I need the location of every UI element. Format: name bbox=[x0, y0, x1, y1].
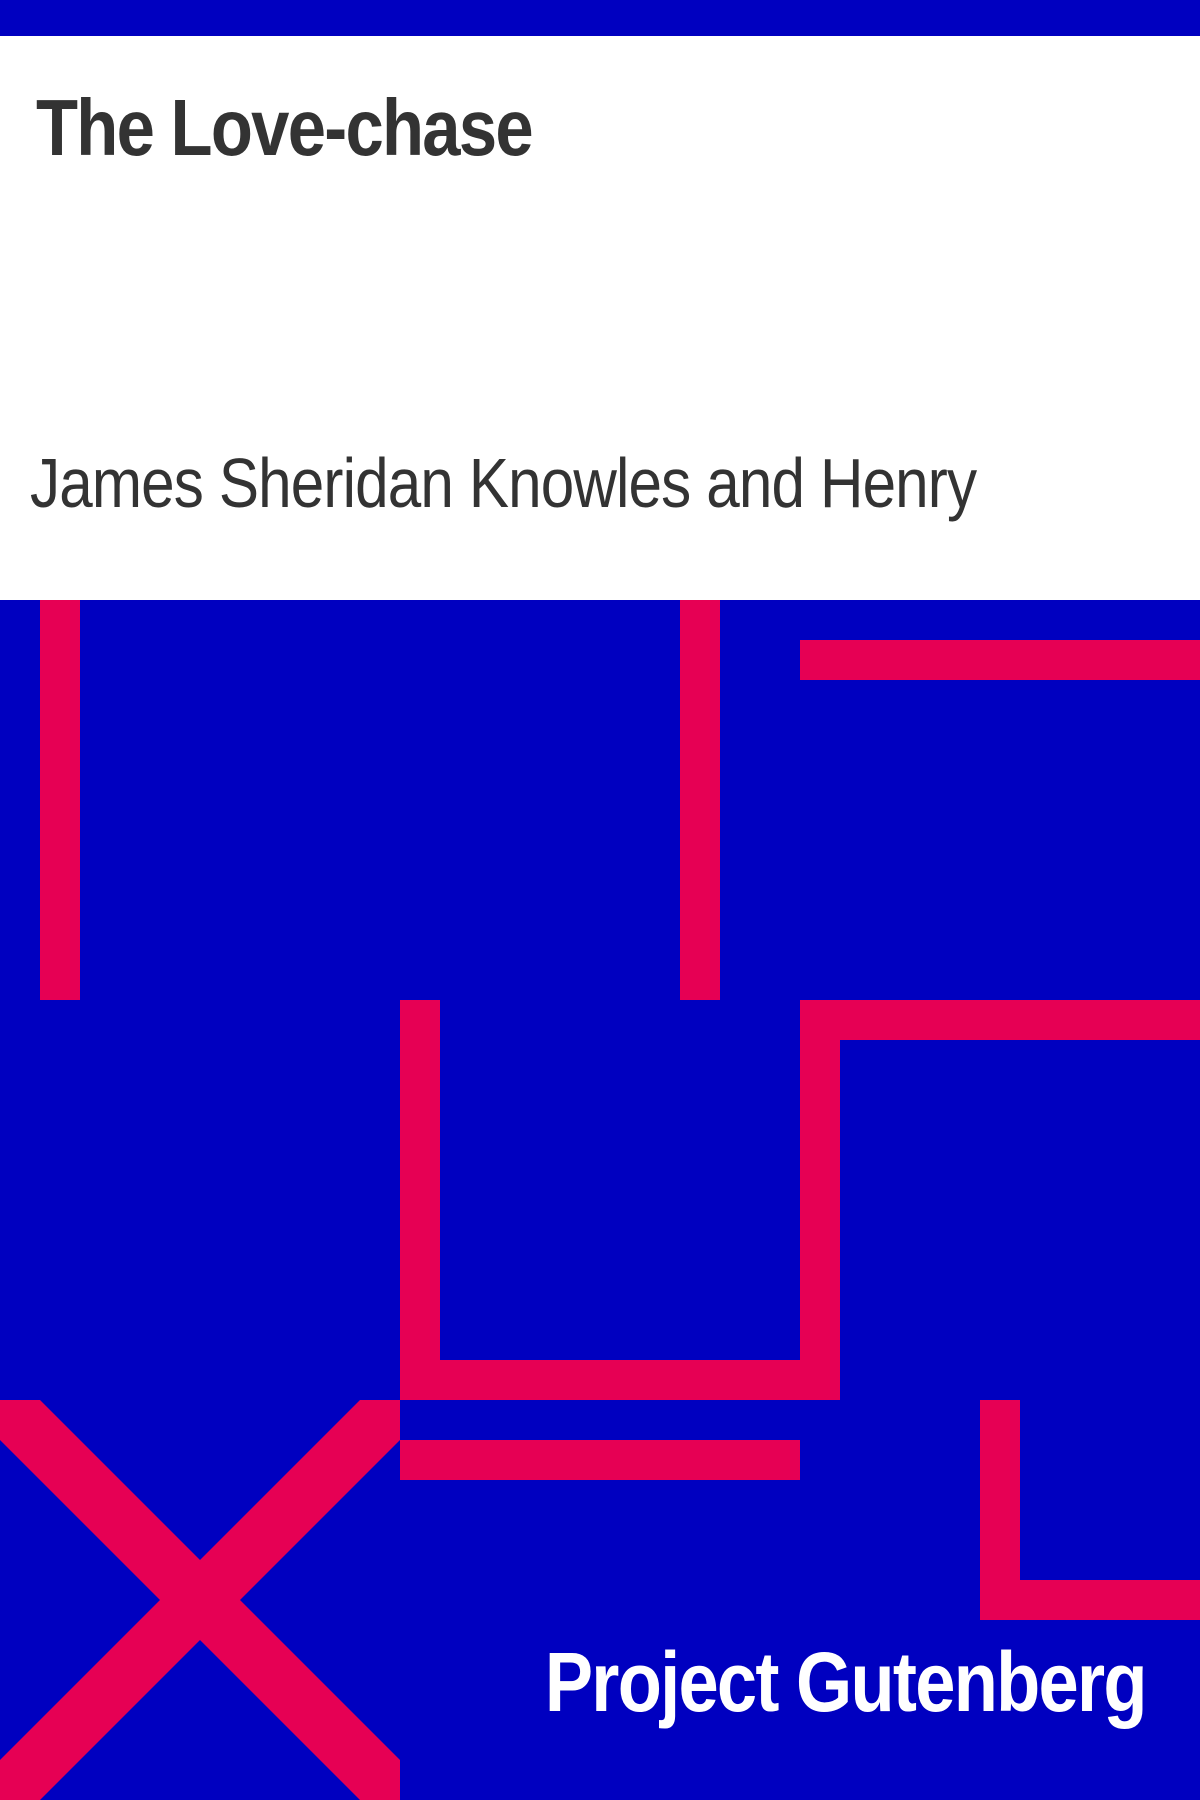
pattern-u-right-leg bbox=[800, 1000, 840, 1400]
pattern-bar-lower-middle bbox=[400, 1440, 800, 1480]
title-panel bbox=[0, 36, 1200, 600]
book-title: The Love-chase bbox=[36, 83, 534, 172]
book-author: James Sheridan Knowles and Henry bbox=[30, 444, 977, 522]
cover-artwork bbox=[0, 600, 1200, 1800]
top-color-band bbox=[0, 0, 1200, 36]
pattern-u-left-leg bbox=[400, 1000, 440, 1400]
cover-pattern-svg bbox=[0, 600, 1200, 1800]
pattern-bar-middle-vertical bbox=[680, 600, 720, 1000]
publisher-name: Project Gutenberg bbox=[545, 1635, 1148, 1729]
pattern-l-horizontal bbox=[980, 1580, 1200, 1620]
pattern-u-bottom bbox=[400, 1360, 840, 1400]
pattern-top-right-arm bbox=[800, 1000, 1200, 1040]
pattern-bar-left-vertical bbox=[40, 600, 80, 1000]
pattern-x-stroke-up bbox=[0, 1400, 400, 1800]
pattern-bar-top-right-horizontal bbox=[800, 640, 1200, 680]
